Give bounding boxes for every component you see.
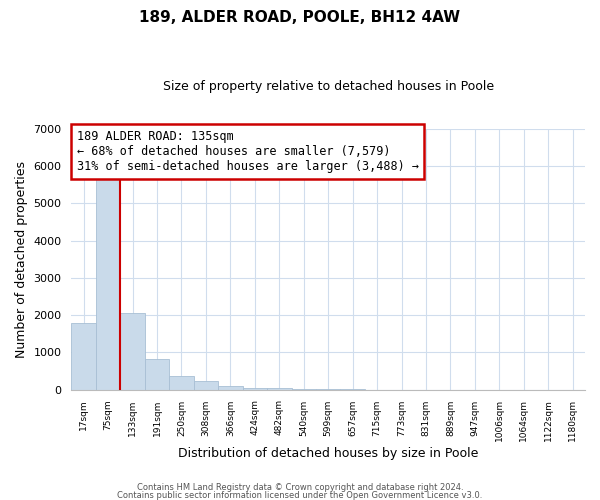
X-axis label: Distribution of detached houses by size in Poole: Distribution of detached houses by size … [178,447,478,460]
Text: 189 ALDER ROAD: 135sqm
← 68% of detached houses are smaller (7,579)
31% of semi-: 189 ALDER ROAD: 135sqm ← 68% of detached… [77,130,419,173]
Text: 189, ALDER ROAD, POOLE, BH12 4AW: 189, ALDER ROAD, POOLE, BH12 4AW [139,10,461,25]
Text: Contains public sector information licensed under the Open Government Licence v3: Contains public sector information licen… [118,490,482,500]
Bar [121,313,145,390]
Title: Size of property relative to detached houses in Poole: Size of property relative to detached ho… [163,80,494,93]
Bar [145,359,169,390]
Bar [218,386,242,390]
Bar [169,376,194,390]
Text: Contains HM Land Registry data © Crown copyright and database right 2024.: Contains HM Land Registry data © Crown c… [137,484,463,492]
Bar [96,176,121,390]
Bar [71,324,96,390]
Y-axis label: Number of detached properties: Number of detached properties [15,160,28,358]
Bar [267,388,292,390]
Bar [242,388,267,390]
Bar [292,389,316,390]
Bar [194,381,218,390]
